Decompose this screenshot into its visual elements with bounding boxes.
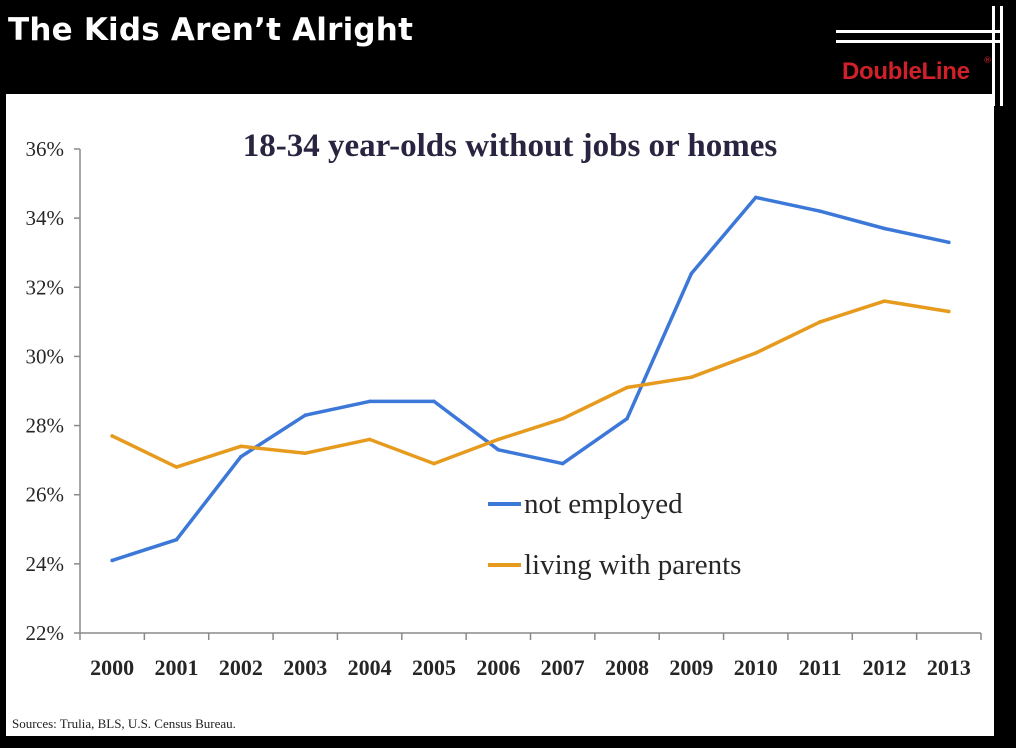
- x-tick-label: 2007: [541, 655, 585, 680]
- data-point-not-employed: [110, 558, 114, 563]
- x-tick-label: 2003: [283, 655, 327, 680]
- doubleline-logo: DoubleLine ®: [830, 0, 1016, 110]
- series-line-living-with-parents: [110, 299, 951, 469]
- logo-text: DoubleLine: [842, 58, 970, 85]
- data-point-not-employed: [303, 413, 308, 418]
- data-point-not-employed: [496, 447, 501, 452]
- chart-axes: 22% 24% 26% 28% 30% 32% 34% 36% 2000 2001 2002 2003…: [26, 137, 982, 680]
- chart-series: [110, 195, 951, 563]
- x-tick-label: 2013: [927, 655, 971, 680]
- line-chart: 18-34 year-olds without jobs or homes 22…: [26, 128, 982, 680]
- chart-legend: not employed living with parents: [488, 488, 741, 581]
- x-tick-label: 2009: [669, 655, 713, 680]
- x-tick-label: 2010: [734, 655, 778, 680]
- x-tick-label: 2008: [605, 655, 649, 680]
- data-point-not-employed: [367, 399, 372, 404]
- x-tick-label: 2004: [348, 655, 392, 680]
- data-point-not-employed: [753, 195, 758, 200]
- logo-rule-bottom: [836, 40, 1002, 43]
- data-point-living-with-parents: [239, 444, 243, 449]
- data-point-living-with-parents: [560, 416, 565, 421]
- y-tick-label: 36%: [26, 137, 65, 161]
- data-point-living-with-parents: [496, 437, 501, 442]
- data-point-living-with-parents: [818, 320, 822, 324]
- y-tick-label: 26%: [26, 483, 65, 507]
- y-tick-label: 22%: [26, 621, 65, 645]
- data-point-living-with-parents: [174, 465, 179, 469]
- data-point-not-employed: [625, 416, 629, 421]
- data-point-not-employed: [432, 399, 436, 404]
- data-point-living-with-parents: [432, 461, 436, 466]
- logo-rule-vertical-right: [1000, 6, 1003, 106]
- logo-rule-top: [836, 30, 1002, 33]
- data-point-not-employed: [689, 271, 694, 276]
- data-point-not-employed: [882, 226, 887, 231]
- y-tick-label: 34%: [26, 206, 65, 230]
- data-point-living-with-parents: [689, 375, 694, 379]
- data-point-not-employed: [818, 209, 822, 214]
- data-point-living-with-parents: [947, 309, 951, 314]
- data-point-living-with-parents: [303, 451, 308, 456]
- y-tick-label: 30%: [26, 344, 65, 368]
- data-point-not-employed: [947, 240, 951, 245]
- legend-label: living with parents: [524, 549, 741, 581]
- y-tick-label: 24%: [26, 552, 65, 576]
- data-point-living-with-parents: [753, 351, 758, 355]
- x-tick-label: 2002: [219, 655, 263, 680]
- data-point-living-with-parents: [625, 385, 629, 390]
- chart-title: 18-34 year-olds without jobs or homes: [243, 128, 778, 164]
- data-point-not-employed: [560, 461, 565, 466]
- y-tick-label: 28%: [26, 414, 65, 438]
- data-point-living-with-parents: [110, 434, 114, 438]
- slide-title: The Kids Aren’t Alright: [8, 12, 414, 48]
- y-tick-label: 32%: [26, 275, 65, 299]
- data-point-living-with-parents: [367, 437, 372, 442]
- x-tick-label: 2011: [799, 655, 842, 680]
- data-point-living-with-parents: [882, 299, 887, 303]
- legend-label: not employed: [524, 488, 683, 520]
- series-line-not-employed: [110, 195, 951, 563]
- source-note: Sources: Trulia, BLS, U.S. Census Bureau…: [12, 716, 236, 731]
- chart-panel: 18-34 year-olds without jobs or homes 22…: [6, 94, 994, 736]
- registered-mark: ®: [983, 56, 992, 66]
- data-point-not-employed: [174, 537, 179, 542]
- x-tick-label: 2005: [412, 655, 456, 680]
- x-tick-label: 2000: [90, 655, 134, 680]
- logo-rule-vertical-left: [992, 6, 995, 106]
- data-point-not-employed: [239, 454, 243, 459]
- x-tick-label: 2001: [155, 655, 199, 680]
- x-tick-label: 2006: [476, 655, 520, 680]
- x-tick-label: 2012: [862, 655, 906, 680]
